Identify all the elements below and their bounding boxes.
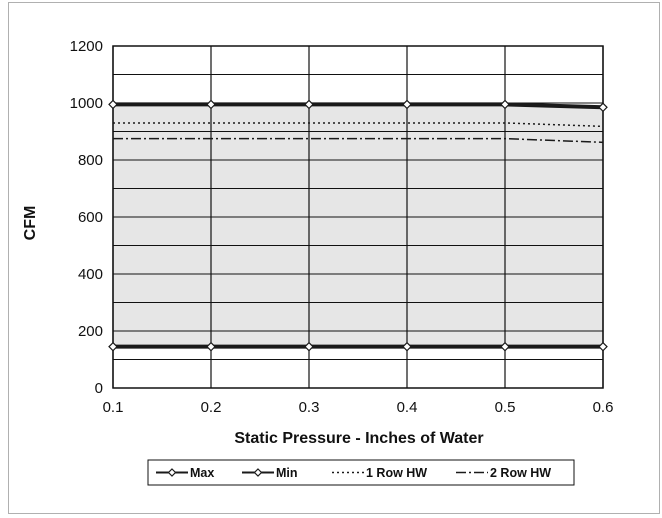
data-point-min [108,341,118,352]
y-tick-label: 600 [78,209,103,226]
y-tick-label: 400 [78,266,103,283]
x-tick-label: 0.3 [299,399,320,416]
legend-marker-min [253,468,263,477]
y-tick-label: 200 [78,323,103,340]
y-tick-label: 1000 [70,95,103,112]
data-point-min [304,341,314,352]
x-tick-label: 0.2 [201,399,222,416]
data-point-min [402,341,412,352]
series-line-2-row-hw [113,137,604,144]
data-point-max [206,99,216,110]
shaded-region-layer [113,104,603,347]
tick-label-layer: 0 200 400 600 800 1000 1200 0.1 0.2 0.3 0.4 0.5 0.6 [70,38,614,416]
data-point-max [304,99,314,110]
x-tick-label: 0.4 [397,399,418,416]
series-layer [108,99,608,352]
x-tick-label: 0.6 [593,399,614,416]
plot-border [112,45,604,389]
data-point-max [598,102,608,113]
y-tick-label: 0 [95,380,103,397]
legend-label-min: Min [276,466,298,480]
x-axis-title: Static Pressure - Inches of Water [234,430,483,447]
chart-frame: 0 200 400 600 800 1000 1200 0.1 0.2 0.3 0.4 0.5 0.6 … [8,2,660,514]
x-tick-label: 0.5 [495,399,516,416]
legend-label-2-row-hw: 2 Row HW [490,466,551,480]
legend-label-1-row-hw: 1 Row HW [366,466,427,480]
x-tick-label: 0.1 [103,399,124,416]
y-tick-label: 800 [78,152,103,169]
data-point-min [500,341,510,352]
legend-label-max: Max [190,466,214,480]
data-point-max [108,99,118,110]
shaded-region [113,104,603,347]
data-point-max [402,99,412,110]
legend-box [147,459,575,486]
data-point-max [500,99,510,110]
data-point-min [206,341,216,352]
legend: Max Min 1 Row HW 2 Row HW [147,459,575,486]
data-point-min [598,341,608,352]
legend-marker-max [167,468,177,477]
series-line-max [113,102,604,110]
series-line-1-row-hw [113,122,604,128]
y-tick-label: 1200 [70,38,103,55]
y-axis-title: CFM [22,206,39,241]
